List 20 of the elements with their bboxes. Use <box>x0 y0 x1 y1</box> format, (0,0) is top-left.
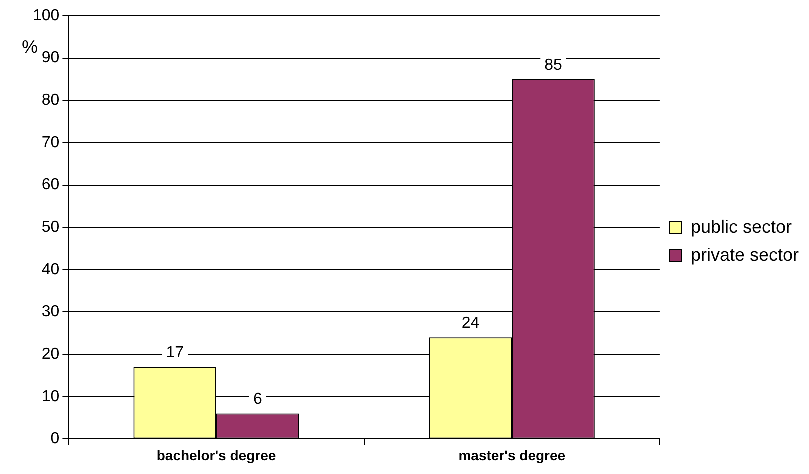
y-tick-label: 30 <box>42 304 60 321</box>
data-label: 6 <box>253 391 262 408</box>
y-axis-title: % <box>22 36 38 57</box>
data-label: 24 <box>462 315 480 332</box>
y-tick-label: 70 <box>42 134 60 152</box>
y-tick-label: 0 <box>50 430 60 448</box>
x-tick-label: bachelor's degree <box>156 447 276 464</box>
data-label: 85 <box>544 56 563 74</box>
y-tick-label: 40 <box>42 261 60 278</box>
x-tick-label: master's degree <box>458 447 566 464</box>
legend-label: private sector <box>690 244 800 265</box>
y-tick-label: 100 <box>32 7 60 24</box>
y-tick-label: 20 <box>42 346 60 363</box>
data-label: 17 <box>166 344 184 362</box>
y-tick-label: 10 <box>42 388 60 406</box>
y-tick-label: 60 <box>42 176 60 194</box>
y-tick-label: 50 <box>42 219 60 236</box>
y-tick-label: 90 <box>42 50 60 67</box>
y-tick-label: 80 <box>42 92 60 110</box>
legend-label: public sector <box>690 216 792 237</box>
